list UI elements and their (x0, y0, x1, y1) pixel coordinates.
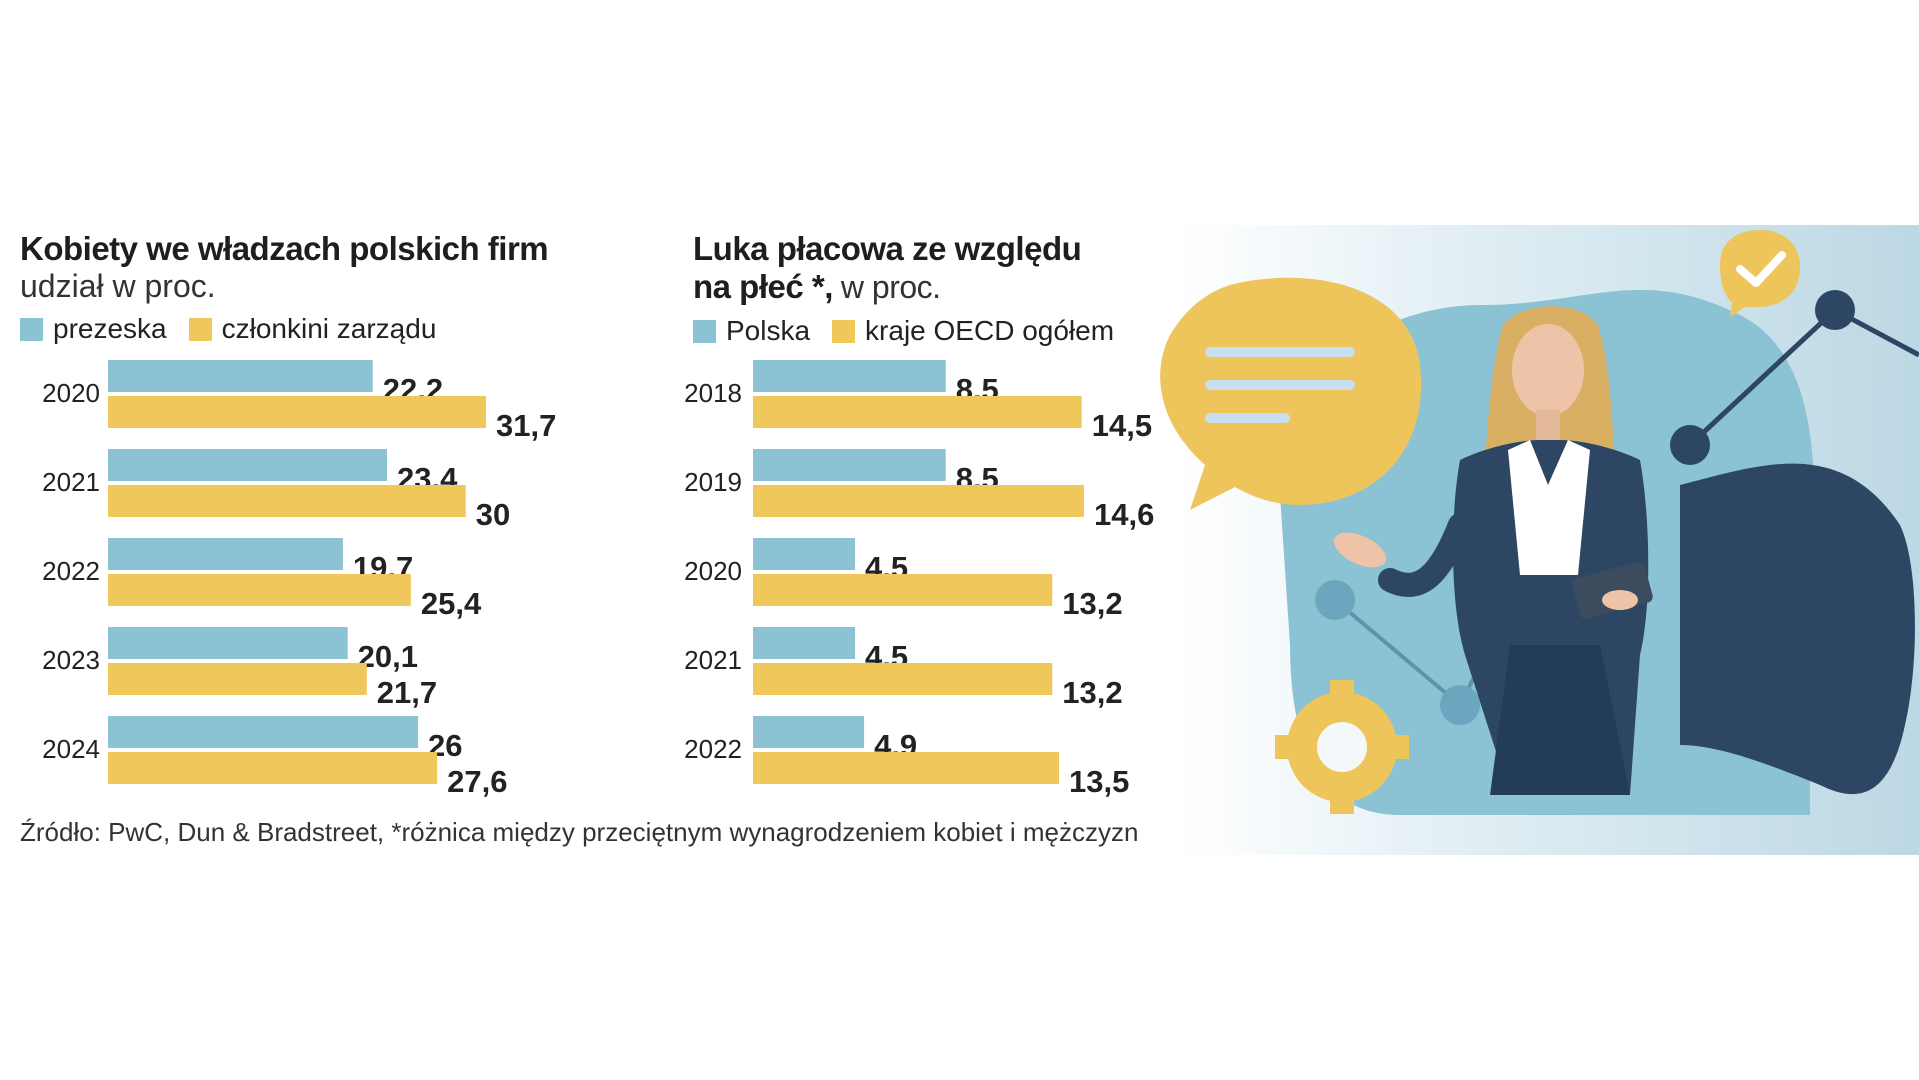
chart2-title: Luka płacowa ze względu (693, 230, 1082, 267)
chart2-title-line2: na płeć *, w proc. (693, 268, 1213, 306)
bar-value-label: 20,1 (358, 639, 418, 674)
bubble-text-lines (1205, 347, 1355, 423)
legend-label: prezeska (53, 313, 167, 344)
bar-value-label: 31,7 (496, 408, 556, 443)
bar-blue-2024 (108, 716, 419, 748)
bar-blue-2018 (753, 360, 946, 392)
legend-swatch-yellow (188, 317, 212, 341)
cape-shape (1680, 463, 1915, 795)
legend-label: kraje OECD ogółem (865, 315, 1115, 346)
legend-label: Polska (726, 315, 811, 346)
year-label: 2018 (684, 378, 742, 408)
bar-yellow-2022 (108, 574, 411, 606)
legend-swatch-blue (20, 317, 43, 341)
bar-yellow-2021 (753, 663, 1053, 695)
year-label: 2023 (42, 645, 100, 675)
trend-line-icon (1670, 290, 1919, 465)
businesswoman-illustration: % (1160, 225, 1919, 855)
source-note: Źródło: PwC, Dun & Bradstreet, *różnica … (20, 817, 1139, 847)
network-node (1440, 685, 1480, 725)
bar-value-label: 13,2 (1062, 586, 1122, 621)
bar-yellow-2019 (753, 485, 1084, 517)
network-node (1315, 580, 1355, 620)
chart1-subtitle: udział w proc. (20, 268, 216, 304)
chart-women-in-boards: Kobiety we władzach polskich firm udział… (20, 230, 620, 346)
gear-icon (1275, 680, 1409, 814)
bar-yellow-2024 (108, 752, 438, 784)
bar-value-label: 13,5 (1069, 764, 1129, 799)
legend-item-polska: Polska (693, 315, 810, 347)
bar-yellow-2023 (108, 663, 367, 695)
year-label: 2024 (42, 734, 100, 764)
legend-swatch-blue (693, 319, 716, 343)
bar-blue-2022 (753, 716, 865, 748)
bar-blue-2021 (753, 627, 856, 659)
bar-blue-2022 (108, 538, 343, 570)
legend-item-prezeska: prezeska (20, 313, 167, 345)
bar-yellow-2018 (753, 396, 1082, 428)
woman-figure (1333, 306, 1653, 795)
chart2-title-line2-text: na płeć *, (693, 268, 833, 305)
year-label: 2021 (684, 645, 742, 675)
year-label: 2022 (684, 734, 742, 764)
bar-value-label: 30 (476, 497, 510, 532)
year-label: 2019 (684, 467, 742, 497)
bar-blue-2021 (108, 449, 388, 481)
legend-item-czlonkini: członkini zarządu (188, 313, 437, 345)
chart-gender-pay-gap: Luka płacowa ze względu na płeć *, w pro… (693, 230, 1213, 348)
bar-yellow-2021 (108, 485, 466, 517)
year-label: 2020 (42, 378, 100, 408)
bar-blue-2020 (108, 360, 373, 392)
bar-blue-2020 (753, 538, 856, 570)
year-label: 2020 (684, 556, 742, 586)
bar-blue-2019 (753, 449, 946, 481)
speech-bubble-icon (1160, 277, 1422, 510)
chart2-subtitle: w proc. (840, 269, 941, 305)
bar-value-label: 14,6 (1094, 497, 1154, 532)
bar-yellow-2020 (108, 396, 486, 428)
bar-value-label: 21,7 (377, 675, 437, 710)
bar-value-label: 14,5 (1092, 408, 1152, 443)
chart1-title: Kobiety we władzach polskich firm (20, 230, 549, 267)
bar-value-label: 27,6 (447, 764, 507, 799)
bar-value-label: 13,2 (1062, 675, 1122, 710)
chart1-legend: prezeska członkini zarządu (20, 312, 620, 346)
legend-swatch-yellow (832, 319, 856, 343)
bar-value-label: 25,4 (421, 586, 482, 621)
legend-item-oecd: kraje OECD ogółem (832, 315, 1114, 347)
legend-label: członkini zarządu (221, 313, 437, 344)
chart2-legend: Polska kraje OECD ogółem (693, 314, 1213, 348)
bar-blue-2023 (108, 627, 348, 659)
bar-yellow-2022 (753, 752, 1060, 784)
check-icon (1736, 251, 1786, 287)
year-label: 2021 (42, 467, 100, 497)
year-label: 2022 (42, 556, 100, 586)
bar-yellow-2020 (753, 574, 1053, 606)
